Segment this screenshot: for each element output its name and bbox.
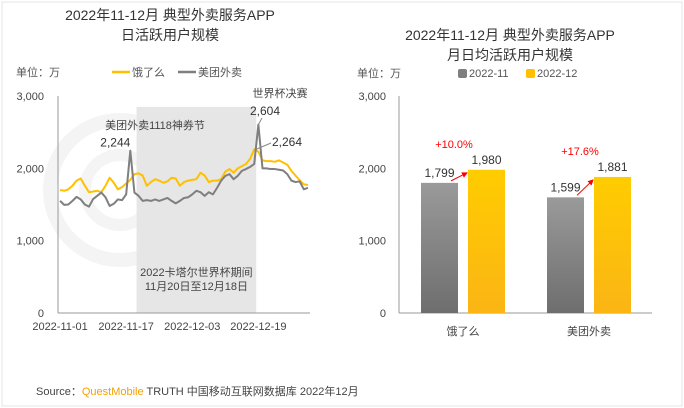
category-label: 美团外卖 [567,325,611,338]
bar-value-label: 1,980 [471,153,501,167]
category-label: 饿了么 [447,324,480,338]
shaded-label: 11月20日至12月18日 [145,281,248,293]
annotation-leader [257,117,263,125]
y-tick-label: 3,000 [358,91,386,103]
unit-label: 单位：万 [357,66,401,80]
annotation-value: 2,264 [272,135,302,149]
x-tick-label: 2022-12-19 [230,321,286,333]
y-tick-label: 2,000 [16,163,44,175]
legend-swatch-0 [458,69,467,78]
annotation-value: 2,604 [250,104,280,118]
annotation-value: 2,244 [100,136,130,150]
x-tick-label: 2022-11-17 [98,321,153,333]
growth-arrow [576,179,594,196]
legend-swatch-1 [526,69,535,78]
legend-label: 美团外卖 [198,66,242,79]
series-line-meituan [59,123,309,208]
chart-subtitle: 月日均活跃用户规模 [447,47,573,63]
legend-label: 2022-11 [469,68,509,80]
legend-label: 饿了么 [132,65,165,79]
y-tick-label: 0 [38,308,44,320]
growth-arrow [450,172,468,182]
bar-2022-12-美团外卖 [594,176,631,313]
chart-subtitle: 日活跃用户规模 [121,27,219,43]
annotation-leader [256,142,272,150]
y-tick-label: 3,000 [16,91,44,103]
growth-label: +17.6% [561,146,599,158]
y-tick-label: 0 [380,308,386,320]
x-tick-label: 2022-12-03 [164,321,220,333]
bar-2022-11-美团外卖 [547,197,584,313]
chart-title: 2022年11-12月 典型外卖服务APP [405,27,615,43]
growth-label: +10.0% [435,139,473,151]
shaded-label: 2022卡塔尔世界杯期间 [140,265,252,279]
bar-2022-12-饿了么 [468,169,505,313]
unit-label: 单位：万 [16,65,60,79]
source-note: Source：QuestMobile TRUTH 中国移动互联网数据库 2022… [36,384,359,398]
bar-value-label: 1,881 [597,160,627,174]
bar-value-label: 1,599 [550,180,580,194]
annotation-text: 美团外卖1118神券节 [105,118,205,132]
y-tick-label: 2,000 [358,163,386,175]
bar-2022-11-饿了么 [421,182,458,313]
y-tick-label: 1,000 [358,236,386,248]
y-tick-label: 1,000 [16,236,44,248]
shaded-worldcup-period [136,106,257,313]
legend-label: 2022-12 [537,68,577,80]
annotation-text: 世界杯决赛 [253,86,308,100]
chart-title: 2022年11-12月 典型外卖服务APP [65,7,275,23]
bar-value-label: 1,799 [424,166,454,180]
x-tick-label: 2022-11-01 [32,321,87,333]
